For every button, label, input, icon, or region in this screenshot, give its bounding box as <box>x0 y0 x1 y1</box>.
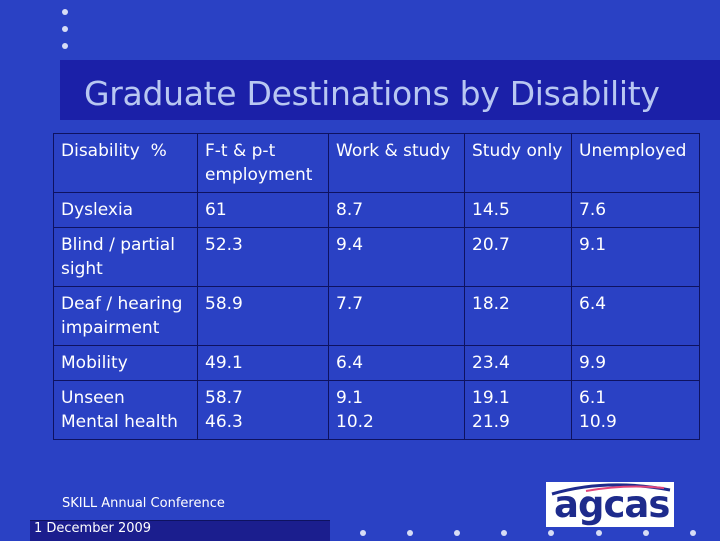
logo-swoosh-icon <box>551 483 671 496</box>
row-label: Unseen Mental health <box>53 380 198 440</box>
footer-date: 1 December 2009 <box>34 521 152 536</box>
table-cell: 9.1 <box>571 227 700 287</box>
destinations-table: Disability % F-t & p-t employment Work &… <box>53 133 700 440</box>
footer-conference: SKILL Annual Conference <box>62 496 225 511</box>
header-cell-study-only: Study only <box>464 133 572 193</box>
decor-dot <box>548 530 554 536</box>
table-row: Dyslexia 61 8.7 14.5 7.6 <box>53 192 700 228</box>
slide-title: Graduate Destinations by Disability <box>84 74 660 113</box>
table-cell: 6.4 <box>571 286 700 346</box>
table-cell: 58.9 <box>197 286 329 346</box>
table-cell: 9.4 <box>328 227 465 287</box>
decor-dot <box>596 530 602 536</box>
table-cell: 9.9 <box>571 345 700 381</box>
row-label: Blind / partial sight <box>53 227 198 287</box>
decor-dot <box>643 530 649 536</box>
decor-dot <box>690 530 696 536</box>
header-cell-disability: Disability % <box>53 133 198 193</box>
header-cell-unemployed: Unemployed <box>571 133 700 193</box>
table-cell: 7.6 <box>571 192 700 228</box>
table-cell: 9.1 10.2 <box>328 380 465 440</box>
row-label: Dyslexia <box>53 192 198 228</box>
header-cell-work-study: Work & study <box>328 133 465 193</box>
decor-dot <box>407 530 413 536</box>
table-cell: 18.2 <box>464 286 572 346</box>
table-cell: 14.5 <box>464 192 572 228</box>
table-row: Mobility 49.1 6.4 23.4 9.9 <box>53 345 700 381</box>
table-row: Deaf / hearing impairment 58.9 7.7 18.2 … <box>53 286 700 346</box>
table-cell: 6.4 <box>328 345 465 381</box>
decor-dot <box>62 9 68 15</box>
decor-dot <box>62 43 68 49</box>
table-cell: 61 <box>197 192 329 228</box>
logo-text: agcas <box>554 483 670 526</box>
table-cell: 52.3 <box>197 227 329 287</box>
table-cell: 19.1 21.9 <box>464 380 572 440</box>
table-cell: 49.1 <box>197 345 329 381</box>
table-header-row: Disability % F-t & p-t employment Work &… <box>53 133 700 193</box>
date-bar <box>30 520 330 541</box>
row-label: Deaf / hearing impairment <box>53 286 198 346</box>
title-band <box>60 60 720 120</box>
table-row: Blind / partial sight 52.3 9.4 20.7 9.1 <box>53 227 700 287</box>
table-cell: 8.7 <box>328 192 465 228</box>
table-row: Unseen Mental health 58.7 46.3 9.1 10.2 … <box>53 380 700 440</box>
table-cell: 7.7 <box>328 286 465 346</box>
decor-dot <box>360 530 366 536</box>
row-label: Mobility <box>53 345 198 381</box>
agcas-logo: agcas <box>546 482 674 527</box>
table-cell: 6.1 10.9 <box>571 380 700 440</box>
decor-dot <box>454 530 460 536</box>
table-cell: 20.7 <box>464 227 572 287</box>
decor-dot <box>62 26 68 32</box>
table-cell: 58.7 46.3 <box>197 380 329 440</box>
decor-dot <box>501 530 507 536</box>
header-cell-employment: F-t & p-t employment <box>197 133 329 193</box>
table-cell: 23.4 <box>464 345 572 381</box>
